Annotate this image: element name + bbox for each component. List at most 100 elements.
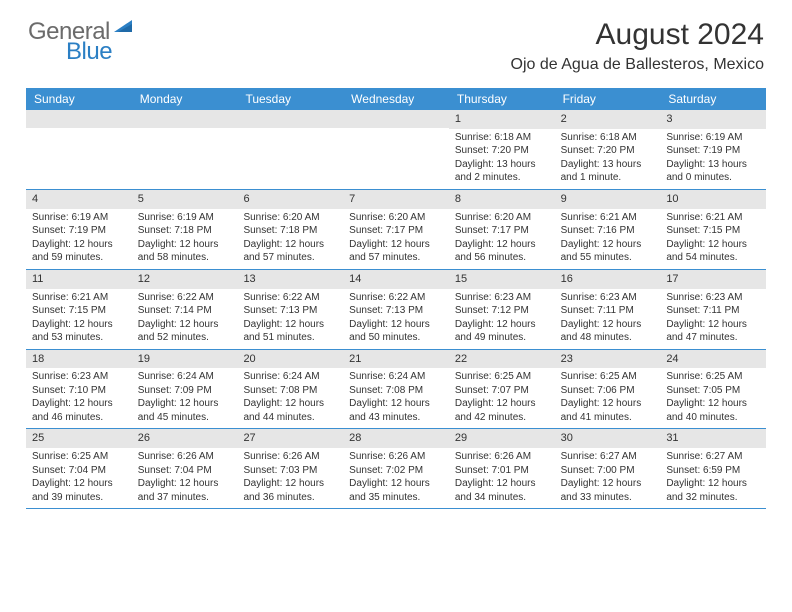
- daylight-text: Daylight: 12 hours and 57 minutes.: [349, 238, 443, 265]
- day-body: Sunrise: 6:25 AMSunset: 7:07 PMDaylight:…: [449, 368, 555, 428]
- day-body: Sunrise: 6:23 AMSunset: 7:11 PMDaylight:…: [660, 289, 766, 349]
- day-body: Sunrise: 6:24 AMSunset: 7:08 PMDaylight:…: [343, 368, 449, 428]
- sunset-text: Sunset: 7:00 PM: [561, 464, 655, 478]
- sunrise-text: Sunrise: 6:22 AM: [138, 291, 232, 305]
- day-number: [132, 110, 238, 128]
- sunrise-text: Sunrise: 6:27 AM: [561, 450, 655, 464]
- day-number: 3: [660, 110, 766, 129]
- sunset-text: Sunset: 7:19 PM: [666, 144, 760, 158]
- sunrise-text: Sunrise: 6:19 AM: [32, 211, 126, 225]
- sunrise-text: Sunrise: 6:25 AM: [561, 370, 655, 384]
- day-number: 24: [660, 350, 766, 369]
- title-block: August 2024 Ojo de Agua de Ballesteros, …: [511, 18, 764, 74]
- sunset-text: Sunset: 7:18 PM: [138, 224, 232, 238]
- day-cell: 15Sunrise: 6:23 AMSunset: 7:12 PMDayligh…: [449, 270, 555, 349]
- day-cell: 9Sunrise: 6:21 AMSunset: 7:16 PMDaylight…: [555, 190, 661, 269]
- day-body: Sunrise: 6:19 AMSunset: 7:19 PMDaylight:…: [26, 209, 132, 269]
- sunset-text: Sunset: 7:20 PM: [455, 144, 549, 158]
- day-body: Sunrise: 6:25 AMSunset: 7:05 PMDaylight:…: [660, 368, 766, 428]
- day-cell: 16Sunrise: 6:23 AMSunset: 7:11 PMDayligh…: [555, 270, 661, 349]
- sunset-text: Sunset: 7:05 PM: [666, 384, 760, 398]
- day-cell: 18Sunrise: 6:23 AMSunset: 7:10 PMDayligh…: [26, 350, 132, 429]
- day-cell: 22Sunrise: 6:25 AMSunset: 7:07 PMDayligh…: [449, 350, 555, 429]
- day-body: Sunrise: 6:18 AMSunset: 7:20 PMDaylight:…: [555, 129, 661, 189]
- sunset-text: Sunset: 7:02 PM: [349, 464, 443, 478]
- day-cell: 24Sunrise: 6:25 AMSunset: 7:05 PMDayligh…: [660, 350, 766, 429]
- dow-saturday: Saturday: [660, 88, 766, 110]
- sunrise-text: Sunrise: 6:19 AM: [666, 131, 760, 145]
- day-cell: 23Sunrise: 6:25 AMSunset: 7:06 PMDayligh…: [555, 350, 661, 429]
- dow-header-row: Sunday Monday Tuesday Wednesday Thursday…: [26, 88, 766, 110]
- sunrise-text: Sunrise: 6:20 AM: [243, 211, 337, 225]
- header: General Blue August 2024 Ojo de Agua de …: [0, 0, 792, 82]
- sunset-text: Sunset: 7:18 PM: [243, 224, 337, 238]
- sunrise-text: Sunrise: 6:27 AM: [666, 450, 760, 464]
- day-cell: [132, 110, 238, 189]
- sunrise-text: Sunrise: 6:19 AM: [138, 211, 232, 225]
- weeks-container: 1Sunrise: 6:18 AMSunset: 7:20 PMDaylight…: [26, 110, 766, 509]
- day-body: Sunrise: 6:22 AMSunset: 7:14 PMDaylight:…: [132, 289, 238, 349]
- sunrise-text: Sunrise: 6:23 AM: [455, 291, 549, 305]
- sunset-text: Sunset: 7:04 PM: [138, 464, 232, 478]
- day-cell: [343, 110, 449, 189]
- day-number: 19: [132, 350, 238, 369]
- brand-logo: General Blue: [28, 18, 136, 66]
- day-body: Sunrise: 6:19 AMSunset: 7:19 PMDaylight:…: [660, 129, 766, 189]
- day-body: Sunrise: 6:23 AMSunset: 7:10 PMDaylight:…: [26, 368, 132, 428]
- day-body: Sunrise: 6:20 AMSunset: 7:17 PMDaylight:…: [449, 209, 555, 269]
- day-cell: 4Sunrise: 6:19 AMSunset: 7:19 PMDaylight…: [26, 190, 132, 269]
- day-cell: 10Sunrise: 6:21 AMSunset: 7:15 PMDayligh…: [660, 190, 766, 269]
- daylight-text: Daylight: 12 hours and 52 minutes.: [138, 318, 232, 345]
- dow-monday: Monday: [132, 88, 238, 110]
- day-number: 10: [660, 190, 766, 209]
- sunrise-text: Sunrise: 6:25 AM: [455, 370, 549, 384]
- day-number: 12: [132, 270, 238, 289]
- day-number: 13: [237, 270, 343, 289]
- day-body: Sunrise: 6:22 AMSunset: 7:13 PMDaylight:…: [343, 289, 449, 349]
- daylight-text: Daylight: 12 hours and 39 minutes.: [32, 477, 126, 504]
- daylight-text: Daylight: 12 hours and 46 minutes.: [32, 397, 126, 424]
- day-number: 15: [449, 270, 555, 289]
- day-number: 5: [132, 190, 238, 209]
- sunset-text: Sunset: 7:12 PM: [455, 304, 549, 318]
- daylight-text: Daylight: 12 hours and 32 minutes.: [666, 477, 760, 504]
- sunrise-text: Sunrise: 6:22 AM: [243, 291, 337, 305]
- sunset-text: Sunset: 7:13 PM: [243, 304, 337, 318]
- sunset-text: Sunset: 7:08 PM: [243, 384, 337, 398]
- week-row: 4Sunrise: 6:19 AMSunset: 7:19 PMDaylight…: [26, 190, 766, 270]
- daylight-text: Daylight: 12 hours and 41 minutes.: [561, 397, 655, 424]
- day-cell: 3Sunrise: 6:19 AMSunset: 7:19 PMDaylight…: [660, 110, 766, 189]
- day-cell: [26, 110, 132, 189]
- day-number: 4: [26, 190, 132, 209]
- day-number: 7: [343, 190, 449, 209]
- sunrise-text: Sunrise: 6:20 AM: [349, 211, 443, 225]
- sunrise-text: Sunrise: 6:25 AM: [666, 370, 760, 384]
- daylight-text: Daylight: 12 hours and 42 minutes.: [455, 397, 549, 424]
- dow-friday: Friday: [555, 88, 661, 110]
- day-number: 11: [26, 270, 132, 289]
- day-cell: 27Sunrise: 6:26 AMSunset: 7:03 PMDayligh…: [237, 429, 343, 508]
- day-number: 21: [343, 350, 449, 369]
- day-body: Sunrise: 6:25 AMSunset: 7:04 PMDaylight:…: [26, 448, 132, 508]
- sunset-text: Sunset: 7:11 PM: [561, 304, 655, 318]
- brand-blue: Blue: [28, 38, 112, 66]
- sunset-text: Sunset: 7:07 PM: [455, 384, 549, 398]
- sunrise-text: Sunrise: 6:24 AM: [243, 370, 337, 384]
- day-number: 22: [449, 350, 555, 369]
- daylight-text: Daylight: 12 hours and 40 minutes.: [666, 397, 760, 424]
- day-body: Sunrise: 6:22 AMSunset: 7:13 PMDaylight:…: [237, 289, 343, 349]
- daylight-text: Daylight: 12 hours and 43 minutes.: [349, 397, 443, 424]
- day-number: 25: [26, 429, 132, 448]
- day-body: Sunrise: 6:21 AMSunset: 7:15 PMDaylight:…: [26, 289, 132, 349]
- day-number: 23: [555, 350, 661, 369]
- sunset-text: Sunset: 7:15 PM: [32, 304, 126, 318]
- daylight-text: Daylight: 12 hours and 59 minutes.: [32, 238, 126, 265]
- sunrise-text: Sunrise: 6:24 AM: [138, 370, 232, 384]
- daylight-text: Daylight: 12 hours and 36 minutes.: [243, 477, 337, 504]
- week-row: 25Sunrise: 6:25 AMSunset: 7:04 PMDayligh…: [26, 429, 766, 509]
- day-body: Sunrise: 6:23 AMSunset: 7:11 PMDaylight:…: [555, 289, 661, 349]
- day-body: Sunrise: 6:20 AMSunset: 7:18 PMDaylight:…: [237, 209, 343, 269]
- sunrise-text: Sunrise: 6:21 AM: [561, 211, 655, 225]
- brand-triangle-icon: [114, 18, 136, 41]
- day-cell: 7Sunrise: 6:20 AMSunset: 7:17 PMDaylight…: [343, 190, 449, 269]
